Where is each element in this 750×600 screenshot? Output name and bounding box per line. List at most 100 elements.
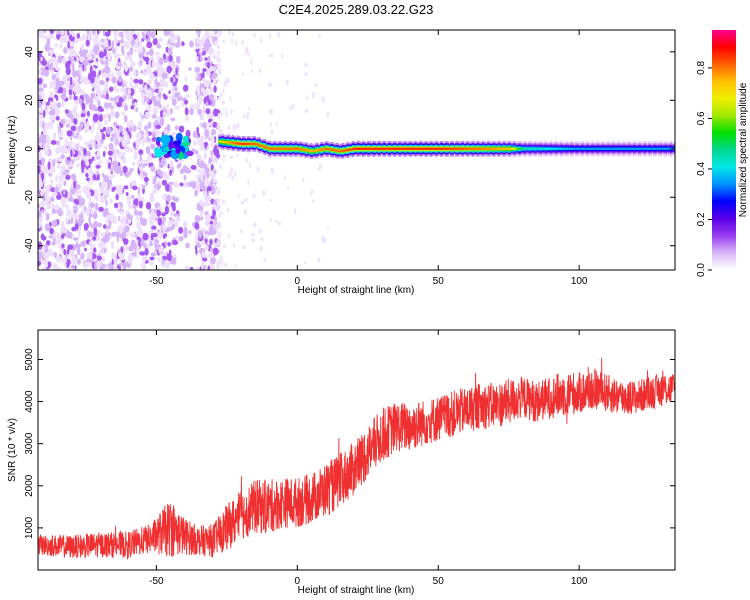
noise-speckle	[173, 181, 179, 188]
noise-speckle	[97, 174, 100, 181]
signal-line-cell	[571, 147, 574, 150]
noise-speckle	[147, 121, 152, 129]
noise-speckle	[77, 125, 83, 132]
noise-speckle	[73, 38, 80, 44]
noise-speckle	[107, 162, 112, 169]
signal-line-cell	[231, 141, 234, 145]
signal-line-cell	[451, 147, 454, 151]
spectrogram-x-tick-label: 100	[571, 276, 588, 287]
noise-speckle	[65, 204, 69, 210]
noise-speckle	[114, 37, 118, 44]
noise-speckle	[76, 258, 81, 265]
noise-speckle	[119, 254, 125, 261]
noise-speckle	[48, 59, 53, 64]
noise-speckle	[78, 98, 83, 104]
noise-speckle	[317, 257, 321, 263]
noise-speckle	[84, 247, 87, 252]
signal-line-cell	[274, 147, 277, 150]
signal-line-cell	[259, 144, 262, 147]
signal-line-cell	[480, 147, 483, 150]
noise-speckle	[195, 72, 198, 79]
noise-speckle	[134, 48, 137, 53]
noise-speckle	[162, 112, 166, 116]
signal-line-cell	[262, 145, 265, 148]
noise-speckle	[209, 65, 214, 72]
noise-speckle	[80, 210, 86, 215]
noise-speckle	[231, 175, 234, 182]
noise-speckle	[83, 59, 89, 66]
signal-line-cell	[568, 147, 571, 150]
signal-line-cell	[352, 147, 355, 151]
noise-speckle	[61, 99, 65, 108]
noise-speckle	[56, 236, 61, 244]
noise-speckle	[219, 164, 223, 170]
signal-line-cell	[656, 147, 659, 150]
signal-line-cell	[632, 147, 635, 150]
noise-speckle	[187, 169, 192, 174]
noise-speckle	[102, 30, 106, 37]
noise-speckle	[142, 255, 147, 262]
noise-speckle	[83, 148, 87, 156]
noise-speckle	[226, 207, 230, 214]
noise-speckle	[98, 51, 105, 59]
noise-speckle	[85, 123, 90, 133]
noise-speckle	[146, 242, 150, 250]
noise-speckle	[73, 95, 78, 101]
noise-speckle	[43, 208, 48, 216]
noise-speckle	[38, 251, 43, 258]
noise-speckle	[73, 213, 79, 221]
noise-speckle	[167, 30, 171, 36]
noise-speckle	[229, 96, 232, 103]
noise-speckle	[210, 178, 214, 187]
noise-speckle	[98, 40, 103, 47]
snr-series-line	[113, 503, 191, 560]
noise-speckle	[110, 168, 114, 172]
noise-speckle	[209, 251, 214, 259]
signal-line-cell	[565, 147, 568, 150]
noise-speckle	[128, 88, 131, 95]
noise-speckle	[183, 174, 187, 181]
signal-line-cell	[443, 147, 446, 150]
noise-speckle	[161, 258, 164, 265]
noise-speckle	[304, 62, 309, 67]
noise-speckle	[69, 136, 73, 141]
noise-speckle	[83, 110, 87, 115]
noise-speckle	[86, 110, 90, 117]
noise-speckle	[321, 236, 326, 243]
signal-line-cell	[230, 141, 233, 144]
noise-speckle	[129, 46, 134, 56]
noise-speckle	[206, 145, 210, 150]
noise-speckle	[170, 131, 177, 136]
noise-speckle	[130, 179, 137, 187]
noise-speckle	[208, 94, 215, 101]
signal-line-cell	[316, 149, 319, 152]
noise-speckle	[206, 61, 211, 69]
noise-speckle	[240, 200, 245, 205]
signal-line-cell	[331, 148, 334, 152]
noise-speckle	[150, 252, 157, 257]
noise-speckle	[137, 186, 141, 196]
signal-line-cell	[654, 147, 657, 150]
noise-speckle	[139, 166, 144, 172]
noise-speckle	[74, 222, 79, 231]
signal-line-cell	[248, 142, 251, 146]
signal-line-cell	[461, 147, 464, 150]
signal-line-cell	[253, 142, 256, 146]
noise-speckle	[38, 159, 42, 165]
noise-speckle	[114, 111, 120, 119]
noise-speckle	[204, 129, 210, 138]
noise-speckle	[222, 199, 225, 204]
noise-speckle	[154, 51, 161, 56]
signal-line-cell	[634, 147, 637, 150]
signal-line-cell	[286, 147, 289, 150]
noise-speckle	[247, 51, 251, 56]
noise-speckle	[64, 109, 69, 114]
noise-speckle	[196, 134, 199, 140]
signal-line-cell	[243, 142, 246, 146]
noise-speckle	[104, 265, 110, 270]
noise-speckle	[311, 91, 316, 99]
noise-speckle	[242, 245, 247, 250]
noise-speckle	[72, 237, 79, 241]
noise-speckle	[277, 221, 281, 226]
noise-speckle	[122, 130, 128, 136]
